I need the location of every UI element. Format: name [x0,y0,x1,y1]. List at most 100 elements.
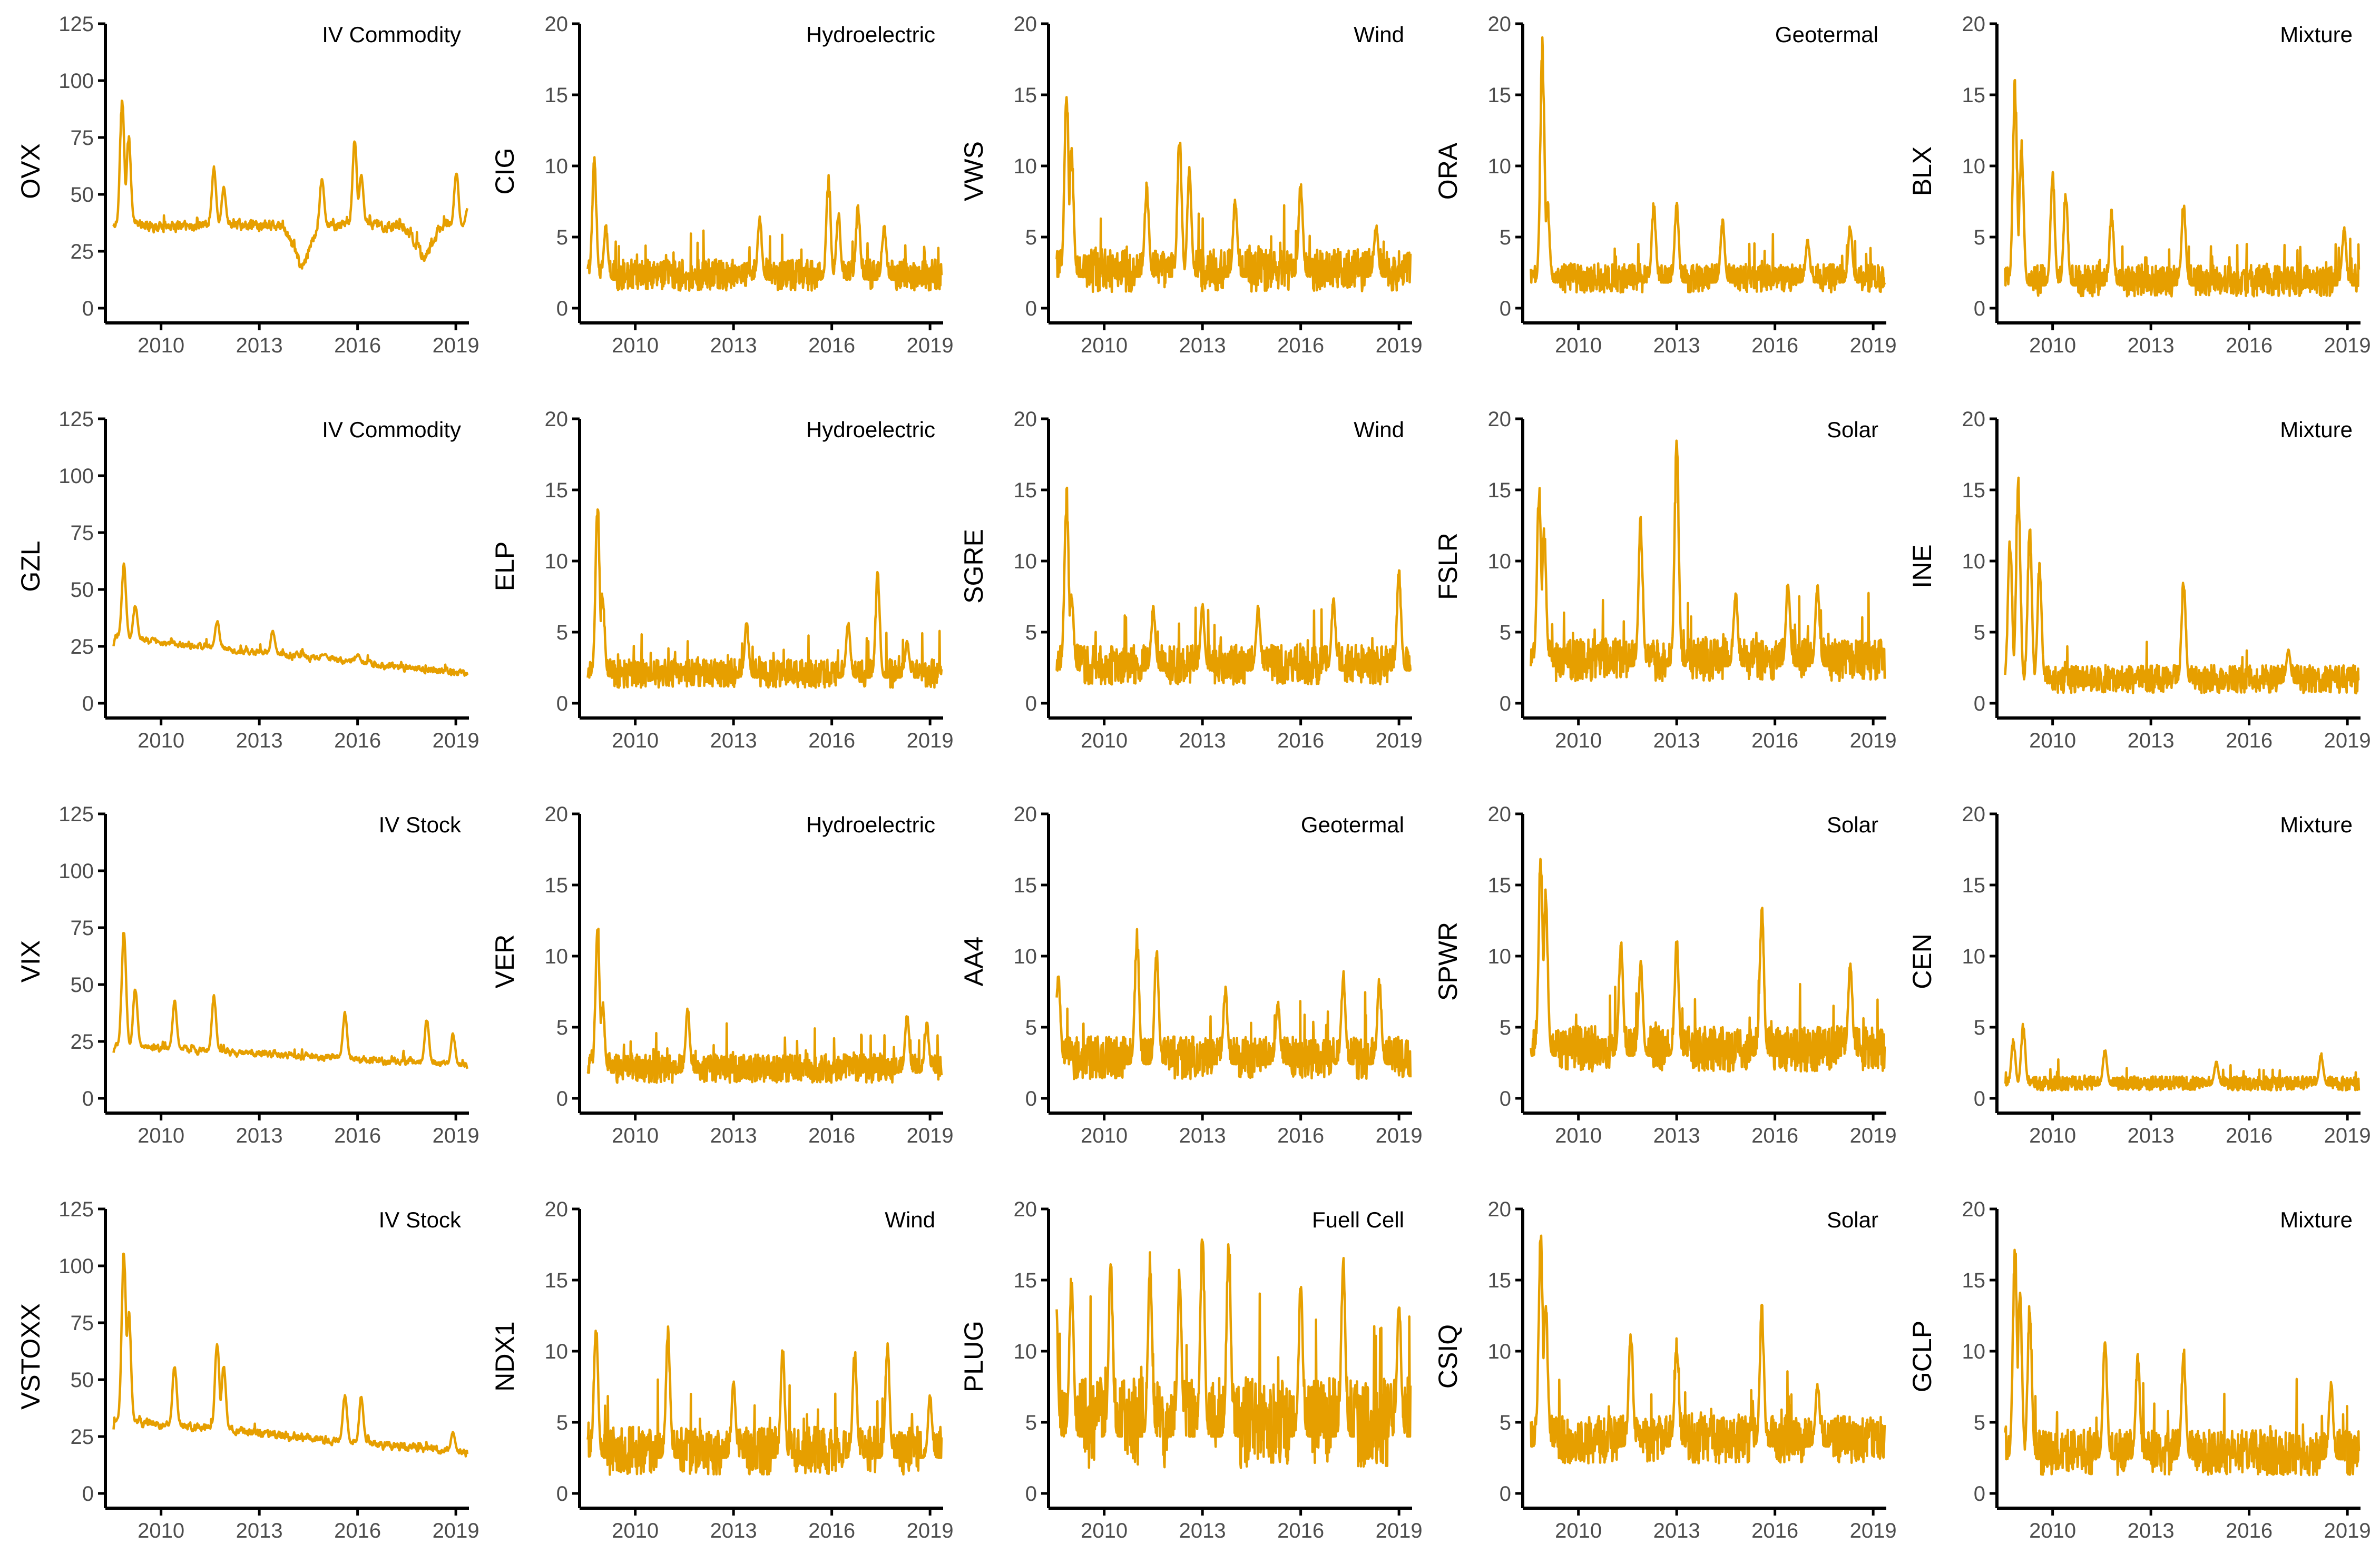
y-tick-label: 75 [71,917,94,940]
series-line-aa4 [1055,928,1412,1080]
y-tick-label: 75 [71,126,94,150]
y-tick-label: 75 [71,1312,94,1335]
y-tick-label: 0 [1974,1482,1985,1506]
x-tick-label: 2010 [612,729,659,752]
x-tick-label: 2016 [2226,1519,2273,1542]
y-tick-label: 0 [1025,692,1037,715]
panel-category-label: Geotermal [1775,22,1878,47]
y-axis-label: AA4 [959,937,988,987]
y-tick-label: 10 [1014,945,1037,968]
y-axis-label: GCLP [1907,1321,1937,1392]
y-tick-label: 75 [71,522,94,545]
x-tick-label: 2019 [1376,1519,1423,1542]
series-line-gclp [2004,1248,2361,1477]
x-tick-label: 2013 [1653,729,1700,752]
series-line-cen [2004,1022,2361,1092]
panel-category-label: Solar [1827,417,1878,442]
y-tick-label: 125 [58,13,94,36]
panel-category-label: Wind [885,1207,935,1232]
x-tick-label: 2019 [907,1519,954,1542]
x-tick-label: 2019 [1850,1124,1897,1147]
y-tick-label: 0 [1025,1087,1037,1110]
y-tick-label: 10 [545,1340,569,1363]
y-axis-label: BLX [1907,146,1937,196]
y-axis-label: FSLR [1433,533,1463,600]
y-tick-label: 50 [71,1369,94,1392]
y-tick-label: 10 [1014,1340,1037,1363]
panel-category-label: Wind [1354,22,1404,47]
y-tick-label: 10 [1962,155,1986,178]
x-tick-label: 2019 [433,1519,479,1542]
y-tick-label: 5 [1500,226,1511,249]
y-axis-label: CIG [490,148,520,195]
y-tick-label: 0 [82,1482,94,1506]
x-tick-label: 2013 [2128,1519,2175,1542]
x-tick-label: 2013 [1179,1519,1226,1542]
y-tick-label: 5 [1500,1411,1511,1434]
x-tick-label: 2010 [138,1124,184,1147]
x-tick-label: 2010 [1555,1124,1602,1147]
y-tick-label: 15 [1014,874,1037,897]
y-tick-label: 5 [1974,1016,1985,1039]
x-tick-label: 2010 [138,334,184,357]
y-tick-label: 0 [1500,1482,1511,1506]
panel-category-label: IV Stock [379,812,462,837]
y-tick-label: 20 [1962,803,1986,826]
x-tick-label: 2019 [1376,729,1423,752]
y-tick-label: 0 [1974,297,1985,320]
y-tick-label: 15 [1014,479,1037,502]
x-tick-label: 2019 [1850,1519,1897,1542]
y-tick-label: 20 [1488,408,1512,431]
x-tick-label: 2013 [1179,334,1226,357]
panel-vix: 0 25 50 75 100 125 2010 2013 2016 2019 VIX IV Stock [16,803,479,1147]
x-tick-label: 2010 [612,1124,659,1147]
y-tick-label: 20 [545,1198,569,1221]
y-axis-label: NDX1 [490,1321,520,1391]
panel-vws: 0 5 10 15 20 2010 2013 2016 2019 VWS Wind [959,13,1423,357]
y-tick-label: 25 [71,1030,94,1054]
series-line-gzl [112,562,469,677]
x-tick-label: 2016 [334,1519,381,1542]
y-tick-label: 15 [1488,1269,1512,1292]
panel-ora: 0 5 10 15 20 2010 2013 2016 2019 ORA Geotermal [1433,13,1897,357]
y-tick-label: 20 [1014,1198,1037,1221]
x-tick-label: 2013 [1179,729,1226,752]
y-tick-label: 0 [556,692,568,715]
y-axis-label: SGRE [959,529,988,604]
x-tick-label: 2013 [236,729,283,752]
y-tick-label: 10 [1488,1340,1512,1363]
y-tick-label: 20 [1488,1198,1512,1221]
y-tick-label: 5 [556,1016,568,1039]
y-tick-label: 25 [71,635,94,658]
y-tick-label: 10 [1488,550,1512,573]
x-tick-label: 2019 [907,1124,954,1147]
series-line-ovx [112,99,469,270]
series-line-ora [1530,36,1886,294]
y-tick-label: 0 [556,297,568,320]
x-tick-label: 2016 [334,334,381,357]
panel-category-label: Hydroelectric [806,417,935,442]
y-tick-label: 15 [545,1269,569,1292]
x-tick-label: 2016 [808,334,855,357]
x-tick-label: 2013 [236,334,283,357]
y-tick-label: 5 [1974,226,1985,249]
x-tick-label: 2016 [2226,729,2273,752]
series-line-vws [1055,96,1412,293]
panel-category-label: Mixture [2280,22,2353,47]
x-tick-label: 2013 [236,1124,283,1147]
y-axis-label: GZL [16,540,45,592]
y-tick-label: 100 [58,1255,94,1278]
y-tick-label: 5 [1500,1016,1511,1039]
x-tick-label: 2019 [2324,1519,2371,1542]
panel-fslr: 0 5 10 15 20 2010 2013 2016 2019 FSLR Solar [1433,408,1897,752]
panel-aa4: 0 5 10 15 20 2010 2013 2016 2019 AA4 Geotermal [959,803,1423,1147]
x-tick-label: 2016 [1751,729,1798,752]
y-tick-label: 20 [545,408,569,431]
panel-category-label: Mixture [2280,812,2353,837]
y-tick-label: 20 [1488,13,1512,36]
y-tick-label: 20 [1488,803,1512,826]
series-line-blx [2004,78,2361,298]
x-tick-label: 2016 [1751,1519,1798,1542]
panel-category-label: Wind [1354,417,1404,442]
